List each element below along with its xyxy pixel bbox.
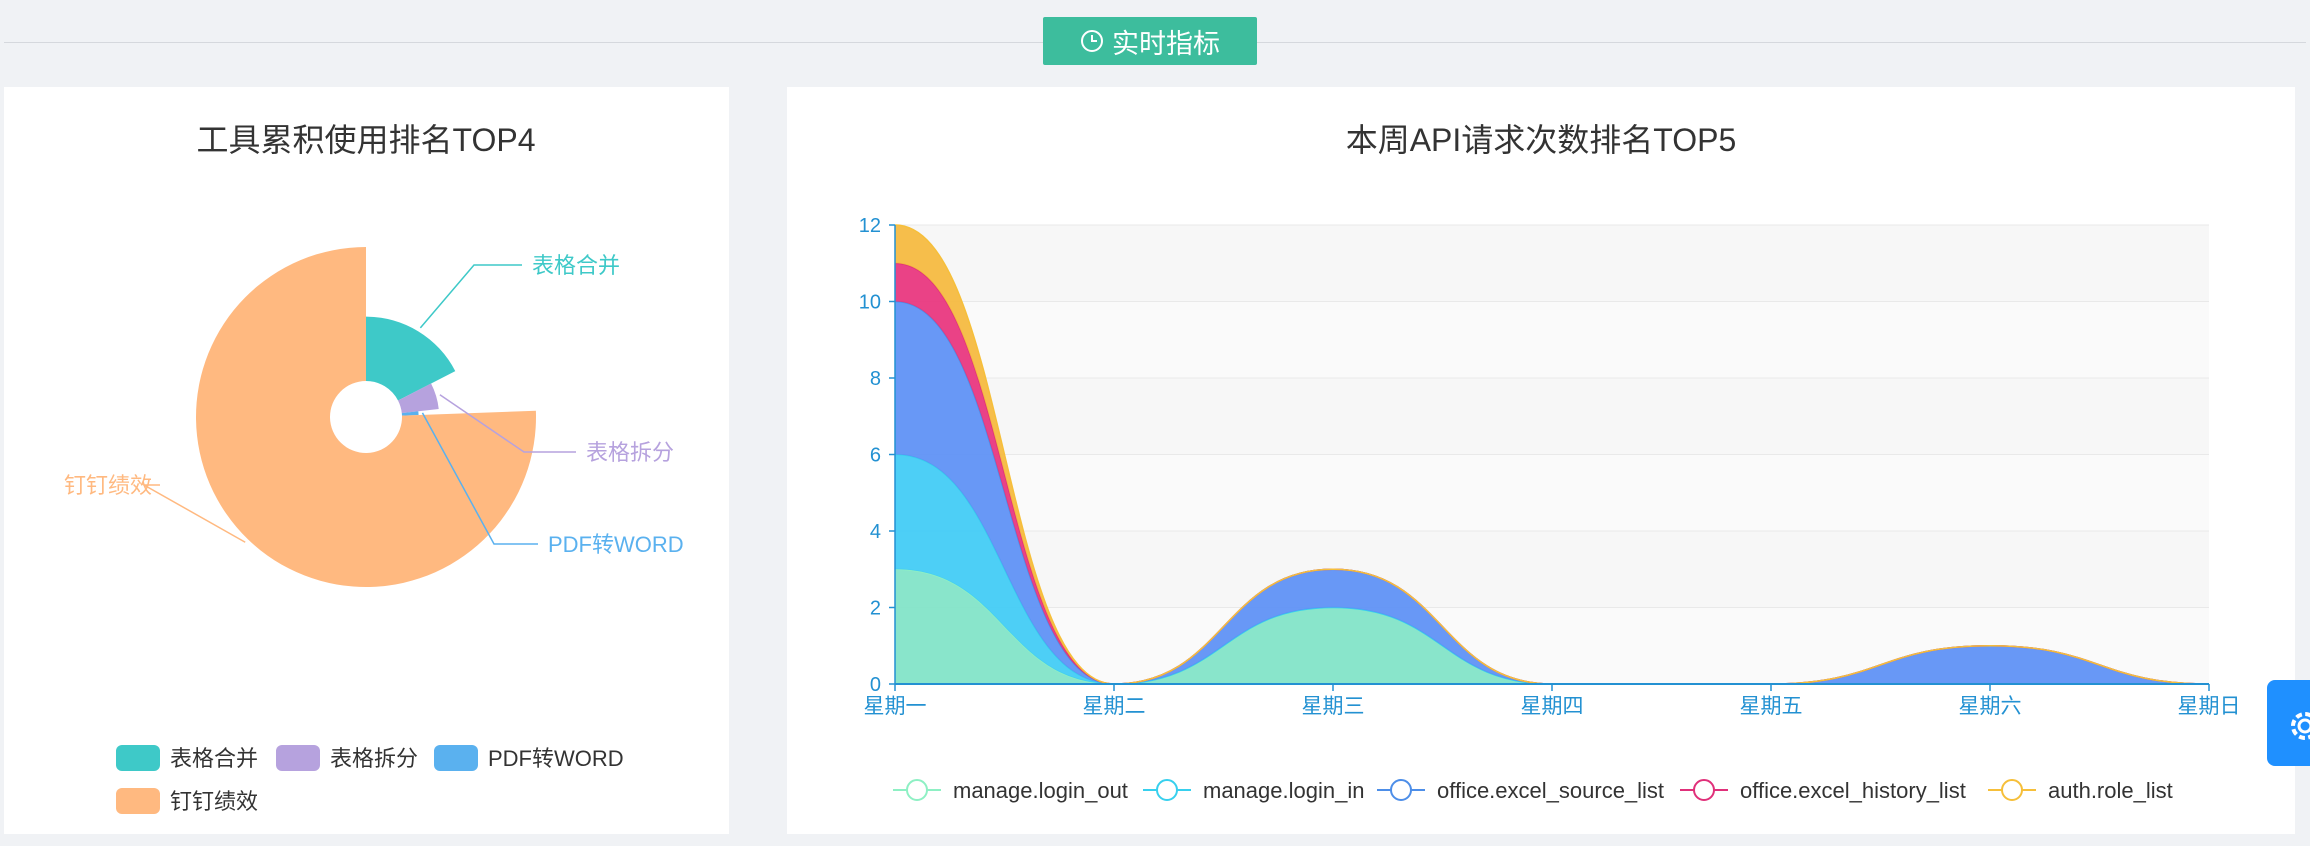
y-tick-label: 4 <box>870 521 881 543</box>
pie-slice-label: 钉钉绩效 <box>64 473 152 498</box>
pie-slice-label: 表格拆分 <box>586 440 674 465</box>
y-tick-label: 6 <box>870 445 881 467</box>
settings-button[interactable] <box>2267 680 2310 766</box>
clock-icon <box>1081 30 1103 52</box>
tag-label: 实时指标 <box>1112 28 1220 59</box>
area-legend-item[interactable]: office.excel_history_list <box>1680 778 1966 803</box>
pie-legend-label: 表格合并 <box>170 746 258 771</box>
pie-slice[interactable] <box>398 383 439 414</box>
grid-band <box>895 225 2209 302</box>
pie-slice[interactable] <box>366 316 456 401</box>
area-legend-label: auth.role_list <box>2048 778 2173 803</box>
area-legend-item[interactable]: office.excel_source_list <box>1377 778 1664 803</box>
area-legend-item[interactable]: auth.role_list <box>1988 778 2173 803</box>
pie-legend-label: PDF转WORD <box>488 746 624 771</box>
area-legend-label: office.excel_history_list <box>1740 778 1966 803</box>
y-tick-label: 2 <box>870 598 881 620</box>
pie-legend-item[interactable]: 表格合并 <box>116 745 258 771</box>
x-tick-label: 星期五 <box>1740 695 1803 718</box>
x-tick-label: 星期六 <box>1959 695 2022 718</box>
tool-usage-card: 工具累积使用排名TOP4 表格合并 表格拆分 PDF转WORD 钉钉绩效 表格合并 表格… <box>4 87 729 834</box>
x-tick-label: 星期四 <box>1521 695 1584 718</box>
series-auth-role-list[interactable] <box>894 224 2210 685</box>
pie-legend-item[interactable]: 钉钉绩效 <box>116 788 258 814</box>
area-legend-item[interactable]: manage.login_out <box>893 778 1128 803</box>
y-tick-label: 12 <box>859 215 881 237</box>
grid-band <box>895 378 2209 455</box>
x-tick-label: 星期二 <box>1083 695 1146 718</box>
grid-band <box>895 454 2209 531</box>
grid-band <box>895 531 2209 608</box>
pie-legend-item[interactable]: PDF转WORD <box>434 745 624 771</box>
area-legend-label: office.excel_source_list <box>1437 778 1664 803</box>
y-tick-label: 8 <box>870 368 881 390</box>
pie-legend-label: 钉钉绩效 <box>170 789 258 814</box>
pie-chart-title: 工具累积使用排名TOP4 <box>196 122 535 158</box>
pie-slice-label: PDF转WORD <box>548 532 684 557</box>
area-chart-title: 本周API请求次数排名TOP5 <box>1346 122 1737 158</box>
y-tick-label: 0 <box>870 674 881 696</box>
pie-label-line <box>421 412 538 545</box>
api-requests-card: 本周API请求次数排名TOP5 0 2 4 6 8 10 12 星期一 星期二 星期三 星期四 星期五… <box>787 87 2295 834</box>
area-legend-label: manage.login_out <box>953 778 1128 803</box>
pie-slice-label: 表格合并 <box>532 253 620 278</box>
x-tick-label: 星期日 <box>2178 695 2241 718</box>
pie-legend-item[interactable]: 表格拆分 <box>276 745 418 771</box>
area-legend-item[interactable]: manage.login_in <box>1143 778 1364 803</box>
realtime-metrics-tag[interactable]: 实时指标 <box>1043 17 1257 65</box>
gear-icon <box>2291 712 2310 740</box>
grid-band <box>895 301 2209 378</box>
pie-legend-label: 表格拆分 <box>330 746 418 771</box>
x-tick-label: 星期一 <box>864 695 927 718</box>
area-legend-label: manage.login_in <box>1203 778 1364 803</box>
pie-label-line <box>141 484 246 543</box>
pie-label-line <box>439 394 576 453</box>
area-fill <box>895 569 2209 684</box>
y-tick-label: 10 <box>859 292 881 314</box>
api-requests-area-chart: 本周API请求次数排名TOP5 0 2 4 6 8 10 12 星期一 星期二 星期三 星期四 星期五… <box>859 122 2241 803</box>
pie-slice[interactable] <box>401 411 419 416</box>
x-tick-label: 星期三 <box>1302 695 1365 718</box>
area-line <box>894 224 2210 685</box>
pie-slice[interactable] <box>196 247 537 587</box>
pie-label-line <box>419 264 522 329</box>
